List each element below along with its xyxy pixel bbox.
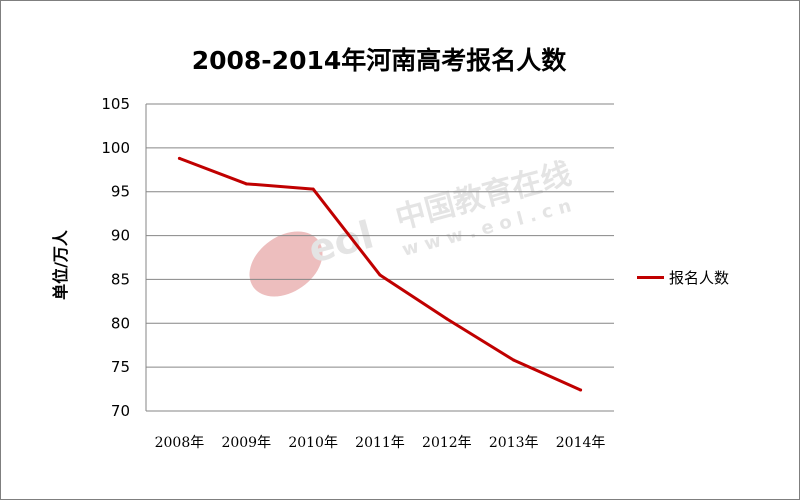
data-point — [244, 182, 248, 186]
y-tick-label: 80 — [111, 314, 130, 332]
x-axis-ticks: 2008年 2009年 2010年 2011年 2012年 2013年 2014年 — [155, 435, 606, 451]
y-tick-label: 105 — [101, 95, 130, 113]
y-tick-label: 90 — [111, 227, 130, 245]
data-point — [311, 187, 315, 191]
watermark: eol 中国教育在线 w w w . e o l . c n — [249, 156, 575, 297]
series-group — [177, 156, 583, 392]
x-tick-label: 2011年 — [355, 435, 405, 451]
y-tick-label: 100 — [101, 139, 130, 157]
y-tick-label: 75 — [111, 358, 130, 376]
x-tick-label: 2013年 — [489, 435, 539, 451]
legend-label: 报名人数 — [669, 269, 730, 287]
chart-title: 2008-2014年河南高考报名人数 — [191, 46, 567, 75]
data-point — [445, 317, 449, 321]
y-axis-ticks: 70 75 80 85 90 95 100 105 — [101, 95, 130, 420]
x-tick-label: 2012年 — [422, 435, 472, 451]
y-tick-label: 85 — [111, 270, 130, 288]
legend-swatch — [637, 276, 664, 279]
x-tick-label: 2008年 — [155, 435, 205, 451]
watermark-logo-mark — [249, 231, 323, 297]
legend: 报名人数 — [637, 267, 729, 288]
data-point — [512, 358, 516, 362]
data-point — [579, 388, 583, 392]
y-tick-label: 70 — [111, 402, 130, 420]
gridlines — [145, 103, 614, 412]
data-point — [177, 156, 181, 160]
x-tick-label: 2014年 — [556, 435, 606, 451]
x-tick-label: 2010年 — [288, 435, 338, 451]
watermark-logo-text: eol — [304, 212, 378, 271]
data-point — [378, 273, 382, 277]
x-tick-label: 2009年 — [221, 435, 271, 451]
y-tick-label: 95 — [111, 183, 130, 201]
